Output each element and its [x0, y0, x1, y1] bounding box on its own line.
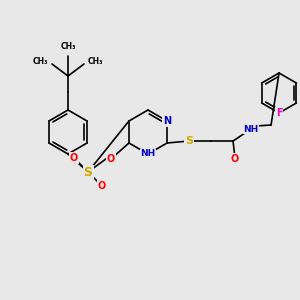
- Text: F: F: [276, 108, 282, 118]
- Text: O: O: [231, 154, 239, 164]
- Text: O: O: [70, 153, 78, 163]
- Text: CH₃: CH₃: [60, 42, 76, 51]
- Text: S: S: [185, 136, 193, 146]
- Text: O: O: [107, 154, 115, 164]
- Text: NH: NH: [140, 149, 156, 158]
- Text: CH₃: CH₃: [88, 56, 103, 65]
- Text: S: S: [83, 166, 92, 178]
- Text: NH: NH: [243, 124, 259, 134]
- Text: N: N: [163, 116, 171, 126]
- Text: CH₃: CH₃: [32, 56, 48, 65]
- Text: O: O: [98, 181, 106, 191]
